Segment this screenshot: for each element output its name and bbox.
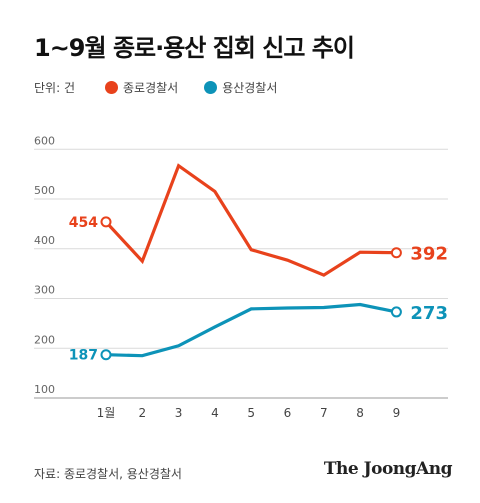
x-tick-label: 4 <box>211 406 219 420</box>
x-tick-label: 5 <box>247 406 255 420</box>
data-label: 392 <box>410 244 448 265</box>
legend-swatch-yongsan <box>204 80 218 94</box>
legend-label-jongno: 종로경찰서 <box>122 80 179 95</box>
y-tick-label: 500 <box>34 184 55 197</box>
legend: 단위: 건 종로경찰서 용산경찰서 <box>34 78 303 96</box>
legend-item-jongno: 종로경찰서 <box>104 79 179 96</box>
data-label: 273 <box>410 303 448 324</box>
x-tick-label: 8 <box>356 406 364 420</box>
y-tick-label: 400 <box>34 234 55 247</box>
x-tick-label: 3 <box>175 406 183 420</box>
data-point-marker <box>100 216 112 228</box>
x-tick-label: 6 <box>284 406 292 420</box>
series-line-1 <box>104 163 397 277</box>
series-line-2 <box>105 302 397 358</box>
data-point-marker <box>390 306 402 318</box>
x-tick-label: 7 <box>320 406 328 420</box>
y-tick-label: 200 <box>34 333 55 346</box>
chart-title: 1~9월 종로·용산 집회 신고 추이 <box>34 34 355 62</box>
legend-swatch-jongno <box>104 80 118 94</box>
legend-item-yongsan: 용산경찰서 <box>204 79 277 96</box>
data-label: 454 <box>69 215 98 231</box>
data-label: 187 <box>69 348 98 364</box>
publisher-logo: The JoongAng <box>323 459 453 479</box>
data-point-marker <box>390 247 402 259</box>
x-tick-label: 2 <box>138 406 146 420</box>
legend-label-yongsan: 용산경찰서 <box>222 80 278 95</box>
x-tick-label: 9 <box>393 406 401 420</box>
data-point-marker <box>100 349 112 361</box>
source-note: 자료: 종로경찰서, 용산경찰서 <box>34 467 182 481</box>
unit-label: 단위: 건 <box>34 80 75 95</box>
y-tick-label: 300 <box>34 284 55 297</box>
y-tick-label: 100 <box>34 383 55 396</box>
x-tick-label: 1월 <box>97 406 116 420</box>
y-tick-label: 600 <box>34 134 55 147</box>
